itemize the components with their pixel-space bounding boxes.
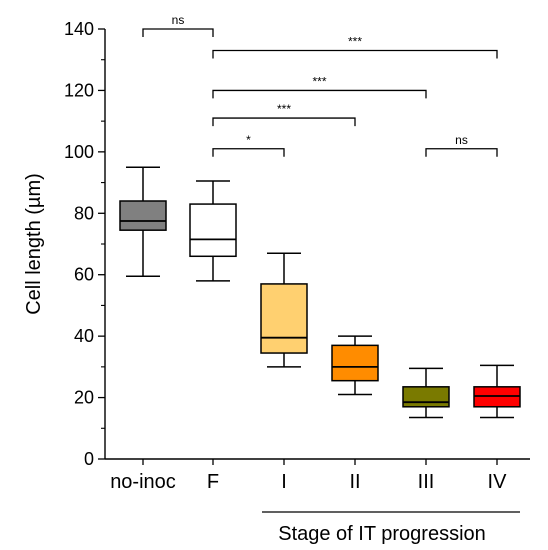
significance-label: ns bbox=[455, 133, 468, 147]
bracket-F-IV: *** bbox=[212, 35, 498, 59]
bracket-line bbox=[212, 49, 498, 59]
significance-label: *** bbox=[348, 35, 362, 49]
bracket-F-I: * bbox=[212, 133, 285, 157]
y-axis-label: Cell length (µm) bbox=[23, 173, 45, 315]
x-tick-label: III bbox=[418, 471, 435, 493]
bracket-line bbox=[142, 28, 214, 37]
y-tick-label: 40 bbox=[74, 326, 94, 346]
y-tick-label: 100 bbox=[64, 142, 94, 162]
significance-label: * bbox=[246, 133, 251, 147]
box-no-inoc bbox=[119, 166, 167, 277]
y-tick-label: 120 bbox=[64, 80, 94, 100]
box-II bbox=[331, 335, 379, 396]
box-iqr bbox=[331, 344, 379, 382]
box-iqr bbox=[402, 386, 450, 408]
box-IV bbox=[473, 364, 521, 419]
x-tick-label: II bbox=[349, 471, 360, 493]
y-tick-label: 0 bbox=[84, 449, 94, 469]
bracket-line bbox=[212, 117, 356, 127]
y-tick-label: 140 bbox=[64, 19, 94, 39]
box-iqr bbox=[189, 203, 237, 258]
bracket-no-inoc-F: ns bbox=[142, 13, 214, 37]
significance-label: ns bbox=[172, 13, 185, 27]
box-I bbox=[260, 252, 308, 368]
bracket-line bbox=[425, 148, 498, 157]
boxes bbox=[119, 166, 521, 419]
bracket-III-IV: ns bbox=[425, 133, 498, 157]
significance-label: *** bbox=[312, 74, 326, 88]
box-F bbox=[189, 180, 237, 282]
bracket-F-III: *** bbox=[212, 74, 427, 99]
bracket-line bbox=[212, 89, 427, 99]
significance-brackets: ns********** ns bbox=[142, 13, 498, 157]
x-tick-label: F bbox=[207, 471, 219, 493]
box-iqr bbox=[260, 283, 308, 354]
box-iqr bbox=[119, 200, 167, 231]
y-tick-label: 20 bbox=[74, 388, 94, 408]
group-label: Stage of IT progression bbox=[278, 523, 486, 545]
box-III bbox=[402, 367, 450, 419]
x-tick-label: IV bbox=[488, 471, 508, 493]
y-tick-label: 60 bbox=[74, 265, 94, 285]
x-tick-label: no-inoc bbox=[110, 471, 176, 493]
y-tick-label: 80 bbox=[74, 203, 94, 223]
bracket-line bbox=[212, 148, 285, 157]
x-tick-label: I bbox=[281, 471, 287, 493]
significance-label: *** bbox=[277, 102, 291, 116]
bracket-F-II: *** bbox=[212, 102, 356, 127]
